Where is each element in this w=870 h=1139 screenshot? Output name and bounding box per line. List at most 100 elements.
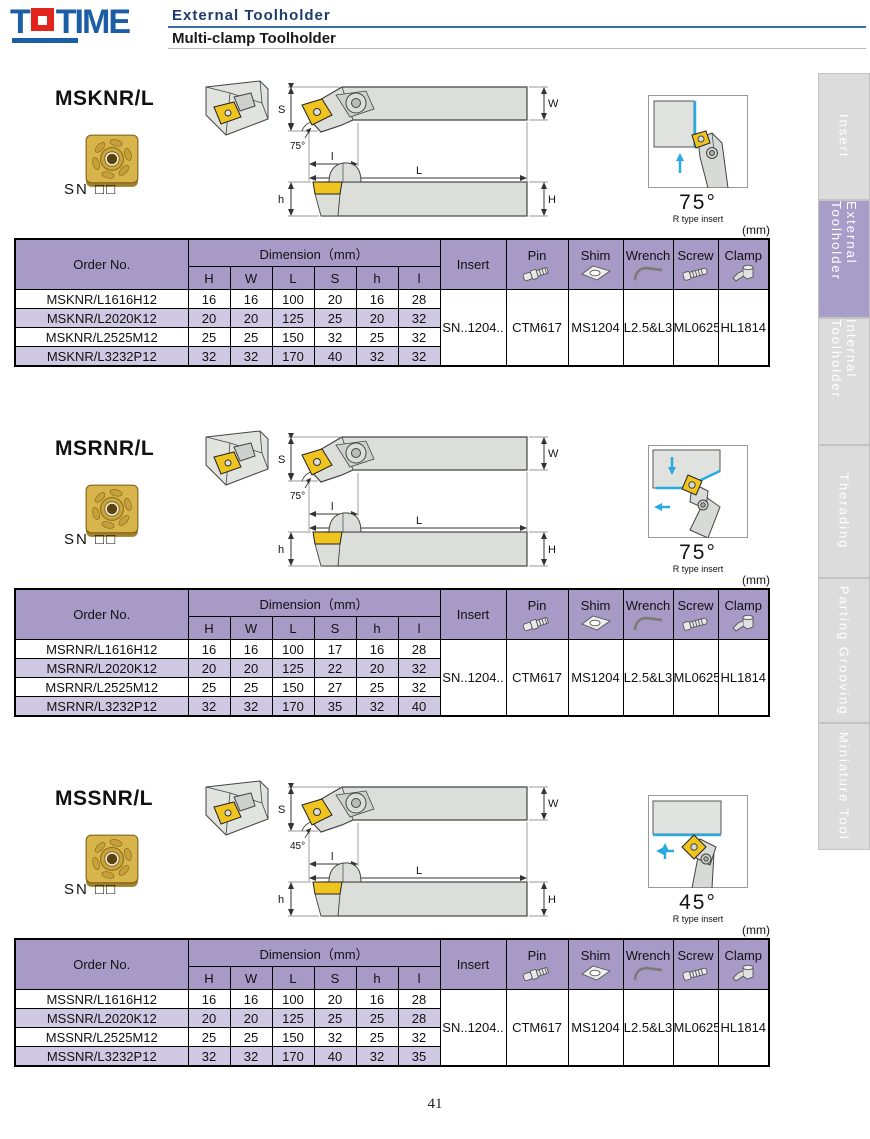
application-diagram-75-profiling-icon (648, 445, 748, 538)
clamp-header-cell: Clamp (717, 588, 770, 640)
cutting-angle-label: 75° (679, 541, 717, 564)
dim-cell: 25 (355, 1008, 399, 1028)
col-header-L: L (271, 966, 315, 990)
dim-cell: 150 (271, 677, 315, 697)
angle-annotation: 75° (290, 491, 305, 502)
insert-photo-icon (85, 834, 139, 887)
pin-icon (522, 267, 549, 282)
clamp-header-cell: Clamp (717, 938, 770, 990)
insert-type-note: R type insert (672, 914, 724, 924)
dim-cell: 100 (271, 639, 315, 659)
spec-table: Order No. Dimension（mm） Insert Pin Shim (14, 588, 771, 717)
toolholder-drawing-icon: S W 75° l (205, 80, 559, 217)
clamp-icon (732, 264, 754, 282)
angle-annotation: 75° (290, 141, 305, 152)
order-no-cell: MSSNR/L1616H12 (14, 989, 189, 1009)
dim-label-S: S (278, 454, 285, 466)
tab-external-toolholder[interactable]: External Toolholder (818, 200, 870, 318)
page-title: Multi-clamp Toolholder (172, 30, 336, 47)
order-no-cell: MSKNR/L2525M12 (14, 327, 189, 347)
page-category: External Toolholder (172, 7, 331, 24)
dim-cell: 170 (271, 696, 315, 717)
pin-icon (522, 967, 549, 982)
dim-label-l: l (331, 151, 333, 163)
tab-miniature-tool-label: Miniature Tool (836, 732, 852, 841)
section-title: MSKNR/L (55, 87, 155, 110)
col-header-l: l (397, 966, 441, 990)
dim-cell: 125 (271, 1008, 315, 1028)
pin-header-cell: Pin (505, 938, 569, 990)
dim-cell: 32 (187, 346, 231, 367)
tab-internal-toolholder[interactable]: Internal Toolholder (818, 318, 870, 445)
top-view: S W 75° l (278, 83, 559, 181)
shim-value-cell: MS1204 (567, 639, 624, 717)
section-title: MSSNR/L (55, 787, 153, 810)
dim-cell: 20 (187, 1008, 231, 1028)
col-header-h: h (355, 966, 399, 990)
toolholder-drawing-icon: S W 75° l (205, 430, 559, 567)
dim-cell: 32 (355, 696, 399, 717)
pin-icon (522, 617, 549, 632)
dim-cell: 32 (397, 677, 441, 697)
dim-label-W: W (548, 448, 559, 460)
order-no-cell: MSRNR/L2525M12 (14, 677, 189, 697)
header-divider-gray (168, 48, 866, 49)
product-section: MSSNR/L SN □□ (0, 775, 816, 1075)
screw-value-cell: ML0625 (672, 289, 719, 367)
pin-header-label: Pin (527, 248, 547, 263)
clamp-value-cell: HL1814 (717, 639, 770, 717)
col-header-l: l (397, 266, 441, 290)
insert-type-note: R type insert (672, 564, 724, 574)
wrench-value-cell: L2.5&L3 (622, 289, 674, 367)
dim-cell: 27 (313, 677, 357, 697)
clamp-icon (732, 964, 754, 982)
dim-cell: 150 (271, 1027, 315, 1047)
dim-label-h: h (278, 194, 284, 206)
application-diagram (648, 445, 748, 538)
wrench-header-cell: Wrench (622, 938, 674, 990)
dim-label-L: L (416, 165, 422, 177)
wrench-header-label: Wrench (625, 948, 671, 963)
order-no-header: Order No. (14, 938, 189, 990)
order-no-cell: MSKNR/L3232P12 (14, 346, 189, 367)
tab-miniature-tool[interactable]: Miniature Tool (818, 723, 870, 850)
dim-cell: 25 (187, 1027, 231, 1047)
tab-parting-grooving[interactable]: Parting Grooving (818, 578, 870, 723)
col-header-W: W (229, 616, 273, 640)
dim-cell: 32 (397, 658, 441, 678)
iso-view (205, 80, 269, 136)
cutting-angle-label: 45° (679, 891, 717, 914)
order-no-cell: MSSNR/L3232P12 (14, 1046, 189, 1067)
col-header-S: S (313, 616, 357, 640)
dim-cell: 25 (229, 677, 273, 697)
dim-label-h: h (278, 544, 284, 556)
dim-label-h: h (278, 894, 284, 906)
col-header-H: H (187, 966, 231, 990)
side-view: h H (278, 512, 556, 567)
application-diagram (648, 95, 748, 188)
dim-cell: 16 (187, 289, 231, 309)
tab-insert[interactable]: Insert (818, 73, 870, 200)
top-view: S W 75° l (278, 433, 559, 531)
technical-drawing: S W 45° l (190, 775, 560, 935)
screw-header-cell: Screw (672, 238, 719, 290)
insert-header: Insert (439, 938, 507, 990)
screw-header-label: Screw (677, 248, 714, 263)
insert-image (83, 832, 141, 895)
dim-cell: 20 (229, 1008, 273, 1028)
logo-o-icon (30, 8, 54, 31)
dim-label-W: W (548, 98, 559, 110)
tab-threading[interactable]: Therading (818, 445, 870, 578)
brand-text-suffix: TIME (55, 3, 131, 41)
dim-cell: 20 (229, 658, 273, 678)
insert-header: Insert (439, 238, 507, 290)
dim-cell: 16 (355, 639, 399, 659)
dim-cell: 25 (229, 327, 273, 347)
dim-cell: 20 (355, 308, 399, 328)
tab-internal-toolholder-label: Internal Toolholder (829, 319, 859, 399)
technical-drawing: S W 75° l (190, 425, 560, 585)
dim-cell: 16 (229, 989, 273, 1009)
dim-cell: 16 (355, 289, 399, 309)
insert-image (83, 482, 141, 545)
wrench-value-cell: L2.5&L3 (622, 989, 674, 1067)
